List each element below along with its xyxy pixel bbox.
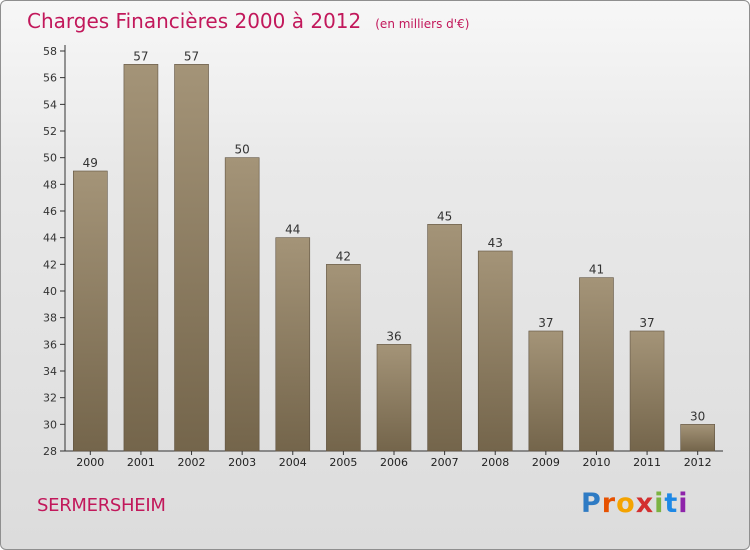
x-tick-label-2007: 2007 (431, 456, 459, 469)
data-label-2010: 41 (589, 263, 604, 277)
y-tick-label: 32 (43, 392, 57, 405)
data-label-2005: 42 (336, 249, 351, 263)
proxiti-logo: Proxiti (581, 488, 689, 519)
logo-letter: r (601, 488, 617, 519)
x-tick-label-2009: 2009 (532, 456, 560, 469)
logo-letter: P (581, 488, 602, 519)
x-tick-label-2012: 2012 (684, 456, 712, 469)
y-tick-label: 36 (43, 338, 57, 351)
y-tick-label: 42 (43, 258, 57, 271)
bar-2009 (528, 330, 564, 452)
x-tick-label-2006: 2006 (380, 456, 408, 469)
x-tick-label-2002: 2002 (178, 456, 206, 469)
data-label-2009: 37 (538, 316, 553, 330)
y-tick-label: 46 (43, 205, 57, 218)
data-label-2012: 30 (690, 409, 705, 423)
y-tick-label: 58 (43, 45, 57, 58)
data-label-2002: 57 (184, 49, 199, 63)
data-label-2011: 37 (639, 316, 654, 330)
y-tick-label: 44 (43, 232, 57, 245)
x-tick-label-2004: 2004 (279, 456, 307, 469)
x-tick-label-2003: 2003 (228, 456, 256, 469)
data-label-2000: 49 (83, 156, 98, 170)
y-tick-label: 52 (43, 125, 57, 138)
y-tick-label: 50 (43, 152, 57, 165)
x-tick-label-2008: 2008 (481, 456, 509, 469)
data-label-2007: 45 (437, 209, 452, 223)
y-tick-label: 38 (43, 312, 57, 325)
x-tick-label-2000: 2000 (76, 456, 104, 469)
y-tick-label: 54 (43, 98, 57, 111)
logo-letter: i (654, 488, 665, 519)
bar-2007 (427, 224, 462, 452)
location-label: SERMERSHEIM (37, 495, 166, 516)
x-tick-label-2005: 2005 (329, 456, 357, 469)
data-label-2006: 36 (386, 329, 401, 343)
data-label-2004: 44 (285, 223, 300, 237)
y-tick-label: 28 (43, 445, 57, 458)
bar-2004 (275, 237, 311, 452)
bar-2008 (477, 250, 513, 452)
y-tick-label: 56 (43, 72, 57, 85)
data-label-2003: 50 (235, 143, 250, 157)
data-label-2008: 43 (488, 236, 503, 250)
bar-2001 (123, 64, 159, 452)
y-tick-label: 48 (43, 178, 57, 191)
y-tick-label: 30 (43, 418, 57, 431)
bar-2012 (680, 424, 715, 452)
chart-subtitle: (en milliers d'€) (375, 17, 470, 31)
logo-letter: x (635, 488, 655, 519)
data-label-2001: 57 (133, 49, 148, 63)
x-tick-label-2011: 2011 (633, 456, 661, 469)
x-tick-label-2001: 2001 (127, 456, 155, 469)
logo-letter: t (664, 488, 679, 519)
bar-2000 (73, 170, 108, 452)
y-tick-label: 40 (43, 285, 57, 298)
y-tick-label: 34 (43, 365, 57, 378)
bar-2011 (629, 330, 665, 452)
logo-letter: i (678, 488, 689, 519)
bar-2010 (579, 277, 614, 452)
logo-letter: o (616, 488, 636, 519)
chart-title: Charges Financières 2000 à 2012 (en milli… (27, 9, 469, 33)
bar-2002 (174, 64, 209, 452)
bar-2006 (376, 344, 412, 452)
chart-title-text: Charges Financières 2000 à 2012 (27, 9, 362, 33)
bar-2003 (224, 157, 260, 452)
x-tick-label-2010: 2010 (582, 456, 610, 469)
bar-2005 (326, 264, 361, 452)
